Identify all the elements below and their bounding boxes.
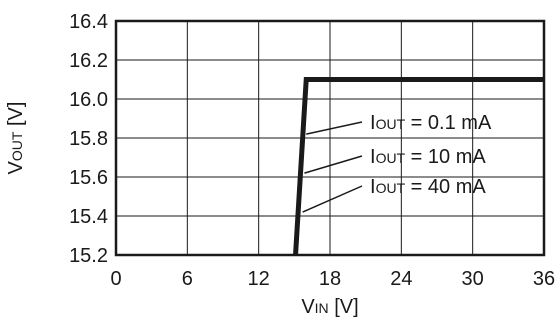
x-tick-label: 24 — [390, 268, 412, 290]
annotation-suffix: = 0.1 mA — [405, 112, 492, 134]
annotation-label: IOUT = 40 mA — [370, 176, 486, 198]
x-axis-title-main: V — [301, 296, 315, 318]
x-tick-label: 0 — [110, 268, 121, 290]
annotation-label: IOUT = 0.1 mA — [370, 112, 492, 134]
series-group — [293, 77, 544, 256]
annotation-leader-line — [306, 121, 363, 135]
plot-frame — [114, 19, 546, 257]
y-tick-label: 16.0 — [69, 89, 108, 111]
annotation-prefix: I — [370, 146, 376, 168]
y-tick-label: 15.4 — [69, 206, 108, 228]
x-axis-title-unit: [V] — [329, 296, 359, 318]
y-axis-title-unit: [V] — [5, 102, 27, 132]
annotation-subscript: OUT — [376, 116, 406, 132]
x-tick-label: 30 — [462, 268, 484, 290]
annotation-leader-line — [302, 185, 363, 213]
y-tick-labels: 15.2 15.4 15.6 15.8 16.0 16.2 16.4 — [69, 11, 108, 267]
x-axis-title: VIN [V] — [301, 296, 358, 318]
x-tick-label: 18 — [319, 268, 341, 290]
y-tick-label: 15.6 — [69, 167, 108, 189]
annotation-suffix: = 40 mA — [405, 176, 486, 198]
annotation-subscript: OUT — [376, 150, 406, 166]
x-tick-label: 36 — [533, 268, 555, 290]
annotation-label: IOUT = 10 mA — [370, 146, 486, 168]
annotation-prefix: I — [370, 112, 376, 134]
y-axis-title-sub: OUT — [9, 131, 25, 161]
x-tick-labels: 0 6 12 18 24 30 36 — [110, 268, 555, 290]
y-axis-title: VOUT [V] — [5, 102, 27, 175]
grid-lines — [116, 21, 544, 255]
series-line — [293, 77, 544, 256]
y-tick-label: 16.2 — [69, 50, 108, 72]
x-tick-label: 12 — [248, 268, 270, 290]
y-tick-label: 15.2 — [69, 245, 108, 267]
x-axis-title-sub: IN — [315, 300, 329, 316]
y-tick-label: 16.4 — [69, 11, 108, 33]
annotation-leader-line — [304, 155, 363, 174]
y-tick-label: 15.8 — [69, 128, 108, 150]
annotation-prefix: I — [370, 176, 376, 198]
annotation-subscript: OUT — [376, 180, 406, 196]
x-tick-label: 6 — [182, 268, 193, 290]
annotation-suffix: = 10 mA — [405, 146, 486, 168]
y-axis-title-main: V — [5, 160, 27, 174]
